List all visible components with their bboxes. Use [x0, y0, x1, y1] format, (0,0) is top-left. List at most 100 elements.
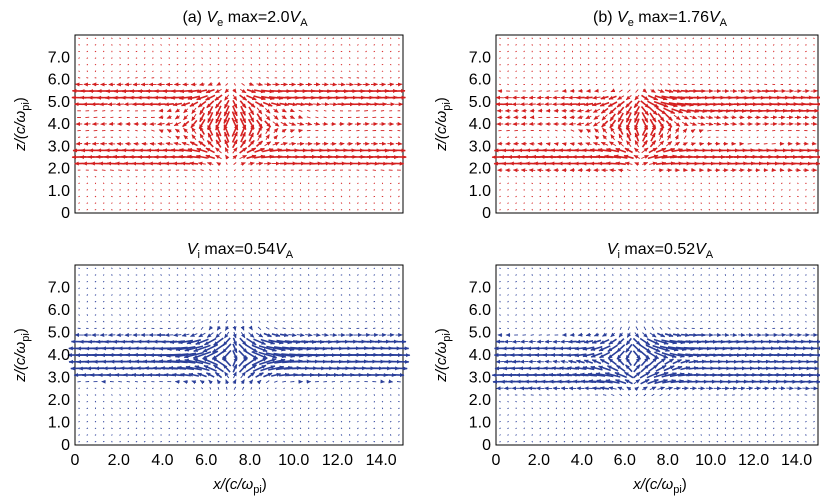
panel-a-vector: [307, 209, 310, 211]
panel-b-vector: [668, 202, 670, 204]
panel-c-vector: [266, 314, 269, 316]
panel-c-vector: [291, 427, 294, 430]
panel-b-vector: [730, 168, 737, 173]
panel-a-vector: [190, 119, 198, 129]
panel-c-vector: [307, 294, 310, 296]
panel-c-vector: [222, 337, 231, 347]
panel-d-vector: [802, 386, 811, 391]
panel-d-vector: [732, 267, 735, 270]
panel-c-vector: [296, 332, 305, 337]
panel-a-vector: [102, 202, 105, 204]
panel-a-vector: [307, 202, 310, 204]
panel-c-vector: [324, 327, 327, 330]
panel-c-vector: [266, 440, 269, 443]
panel-d-vector: [676, 314, 678, 316]
panel-d-vector: [740, 307, 743, 310]
panel-d-vector: [595, 327, 598, 330]
panel-b-vector: [764, 57, 767, 59]
panel-b-vector: [652, 44, 654, 46]
panel-a-vector: [165, 121, 173, 126]
panel-b-vector: [740, 44, 743, 46]
panel-c-vector: [398, 314, 400, 316]
panel-c-vector: [288, 333, 297, 337]
panel-c-vector: [209, 427, 212, 430]
panel-d-vector: [654, 379, 668, 385]
panel-a-vector: [75, 82, 83, 87]
panel-a-vector: [369, 102, 380, 107]
panel-b-vector: [755, 143, 760, 145]
panel-c-vector: [305, 332, 313, 337]
panel-c-vector: [152, 434, 154, 436]
panel-a-vector: [381, 189, 384, 191]
panel-c-vector: [232, 337, 238, 346]
panel-d-vector: [619, 440, 622, 443]
panel-a-vector: [357, 63, 359, 66]
panel-a-vector: [266, 50, 269, 53]
panel-d-vector: [708, 414, 711, 416]
panel-a-vector: [217, 209, 220, 211]
panel-a-vector: [199, 106, 205, 115]
panel-c-vector: [168, 440, 171, 443]
panel-c-vector: [78, 287, 80, 290]
panel-b-vector: [655, 147, 667, 154]
panel-c-vector: [274, 327, 278, 330]
panel-c-vector: [202, 343, 219, 353]
panel-d-vector: [660, 400, 662, 403]
panel-b-vector: [667, 83, 671, 86]
panel-a-vector: [291, 57, 294, 59]
panel-a-vector: [307, 70, 310, 73]
panel-d-vector: [634, 332, 640, 338]
panel-d-ytick-label: 6.0: [469, 302, 491, 319]
panel-c-vector: [291, 287, 294, 290]
panel-a-vector: [193, 195, 195, 198]
panel-a-vector: [176, 44, 179, 46]
panel-c-vector: [193, 307, 195, 310]
panel-d-xtick-label: 6.0: [614, 452, 636, 469]
panel-b-vector: [636, 57, 638, 59]
panel-a-vector: [175, 135, 181, 140]
panel-a-vector: [176, 208, 179, 211]
panel-c-vector: [135, 287, 138, 290]
panel-b-vector: [813, 50, 815, 53]
panel-b-ylabel: z/(c/ωpi): [433, 97, 453, 152]
panel-c-vector: [271, 372, 282, 377]
panel-c-vector: [373, 414, 376, 416]
panel-b-vector: [716, 189, 719, 191]
panel-a-vector: [265, 126, 271, 135]
panel-a-vector: [283, 63, 285, 66]
panel-c-vector: [215, 331, 222, 339]
panel-b-vector: [700, 63, 703, 66]
panel-b-vector: [547, 70, 550, 73]
panel-d-vector: [547, 294, 550, 296]
panel-b-vector: [691, 135, 695, 139]
panel-d-vector: [599, 358, 610, 365]
panel-c-vector: [86, 407, 89, 410]
panel-b-vector: [507, 83, 509, 86]
panel-b-vector: [547, 195, 550, 198]
panel-c-vector: [250, 280, 253, 283]
panel-b-vector: [654, 95, 668, 101]
panel-b-vector: [571, 189, 574, 191]
panel-c-vector: [324, 407, 326, 410]
panel-c-vector: [225, 313, 228, 317]
panel-a-vector: [254, 147, 265, 153]
panel-c-vector: [160, 287, 162, 290]
panel-a-vector: [183, 135, 189, 140]
panel-b-vector: [669, 95, 686, 101]
panel-c-vector: [201, 267, 203, 270]
panel-d-vector: [700, 314, 703, 316]
panel-b-vector: [523, 176, 526, 178]
panel-a-vector: [182, 120, 190, 128]
panel-b-vector: [745, 89, 754, 94]
panel-d-vector: [746, 386, 754, 391]
panel-c-vector: [143, 414, 146, 416]
panel-a-vector: [132, 82, 141, 87]
panel-a-vector: [357, 44, 359, 46]
panel-c-ytick-label: 6.0: [48, 302, 70, 319]
panel-c-vector: [202, 357, 218, 366]
panel-d-vector: [805, 300, 807, 303]
panel-a-vector: [102, 182, 105, 185]
panel-a-vector: [168, 57, 171, 59]
panel-a-vector: [143, 63, 146, 66]
panel-c-vector: [365, 427, 367, 430]
